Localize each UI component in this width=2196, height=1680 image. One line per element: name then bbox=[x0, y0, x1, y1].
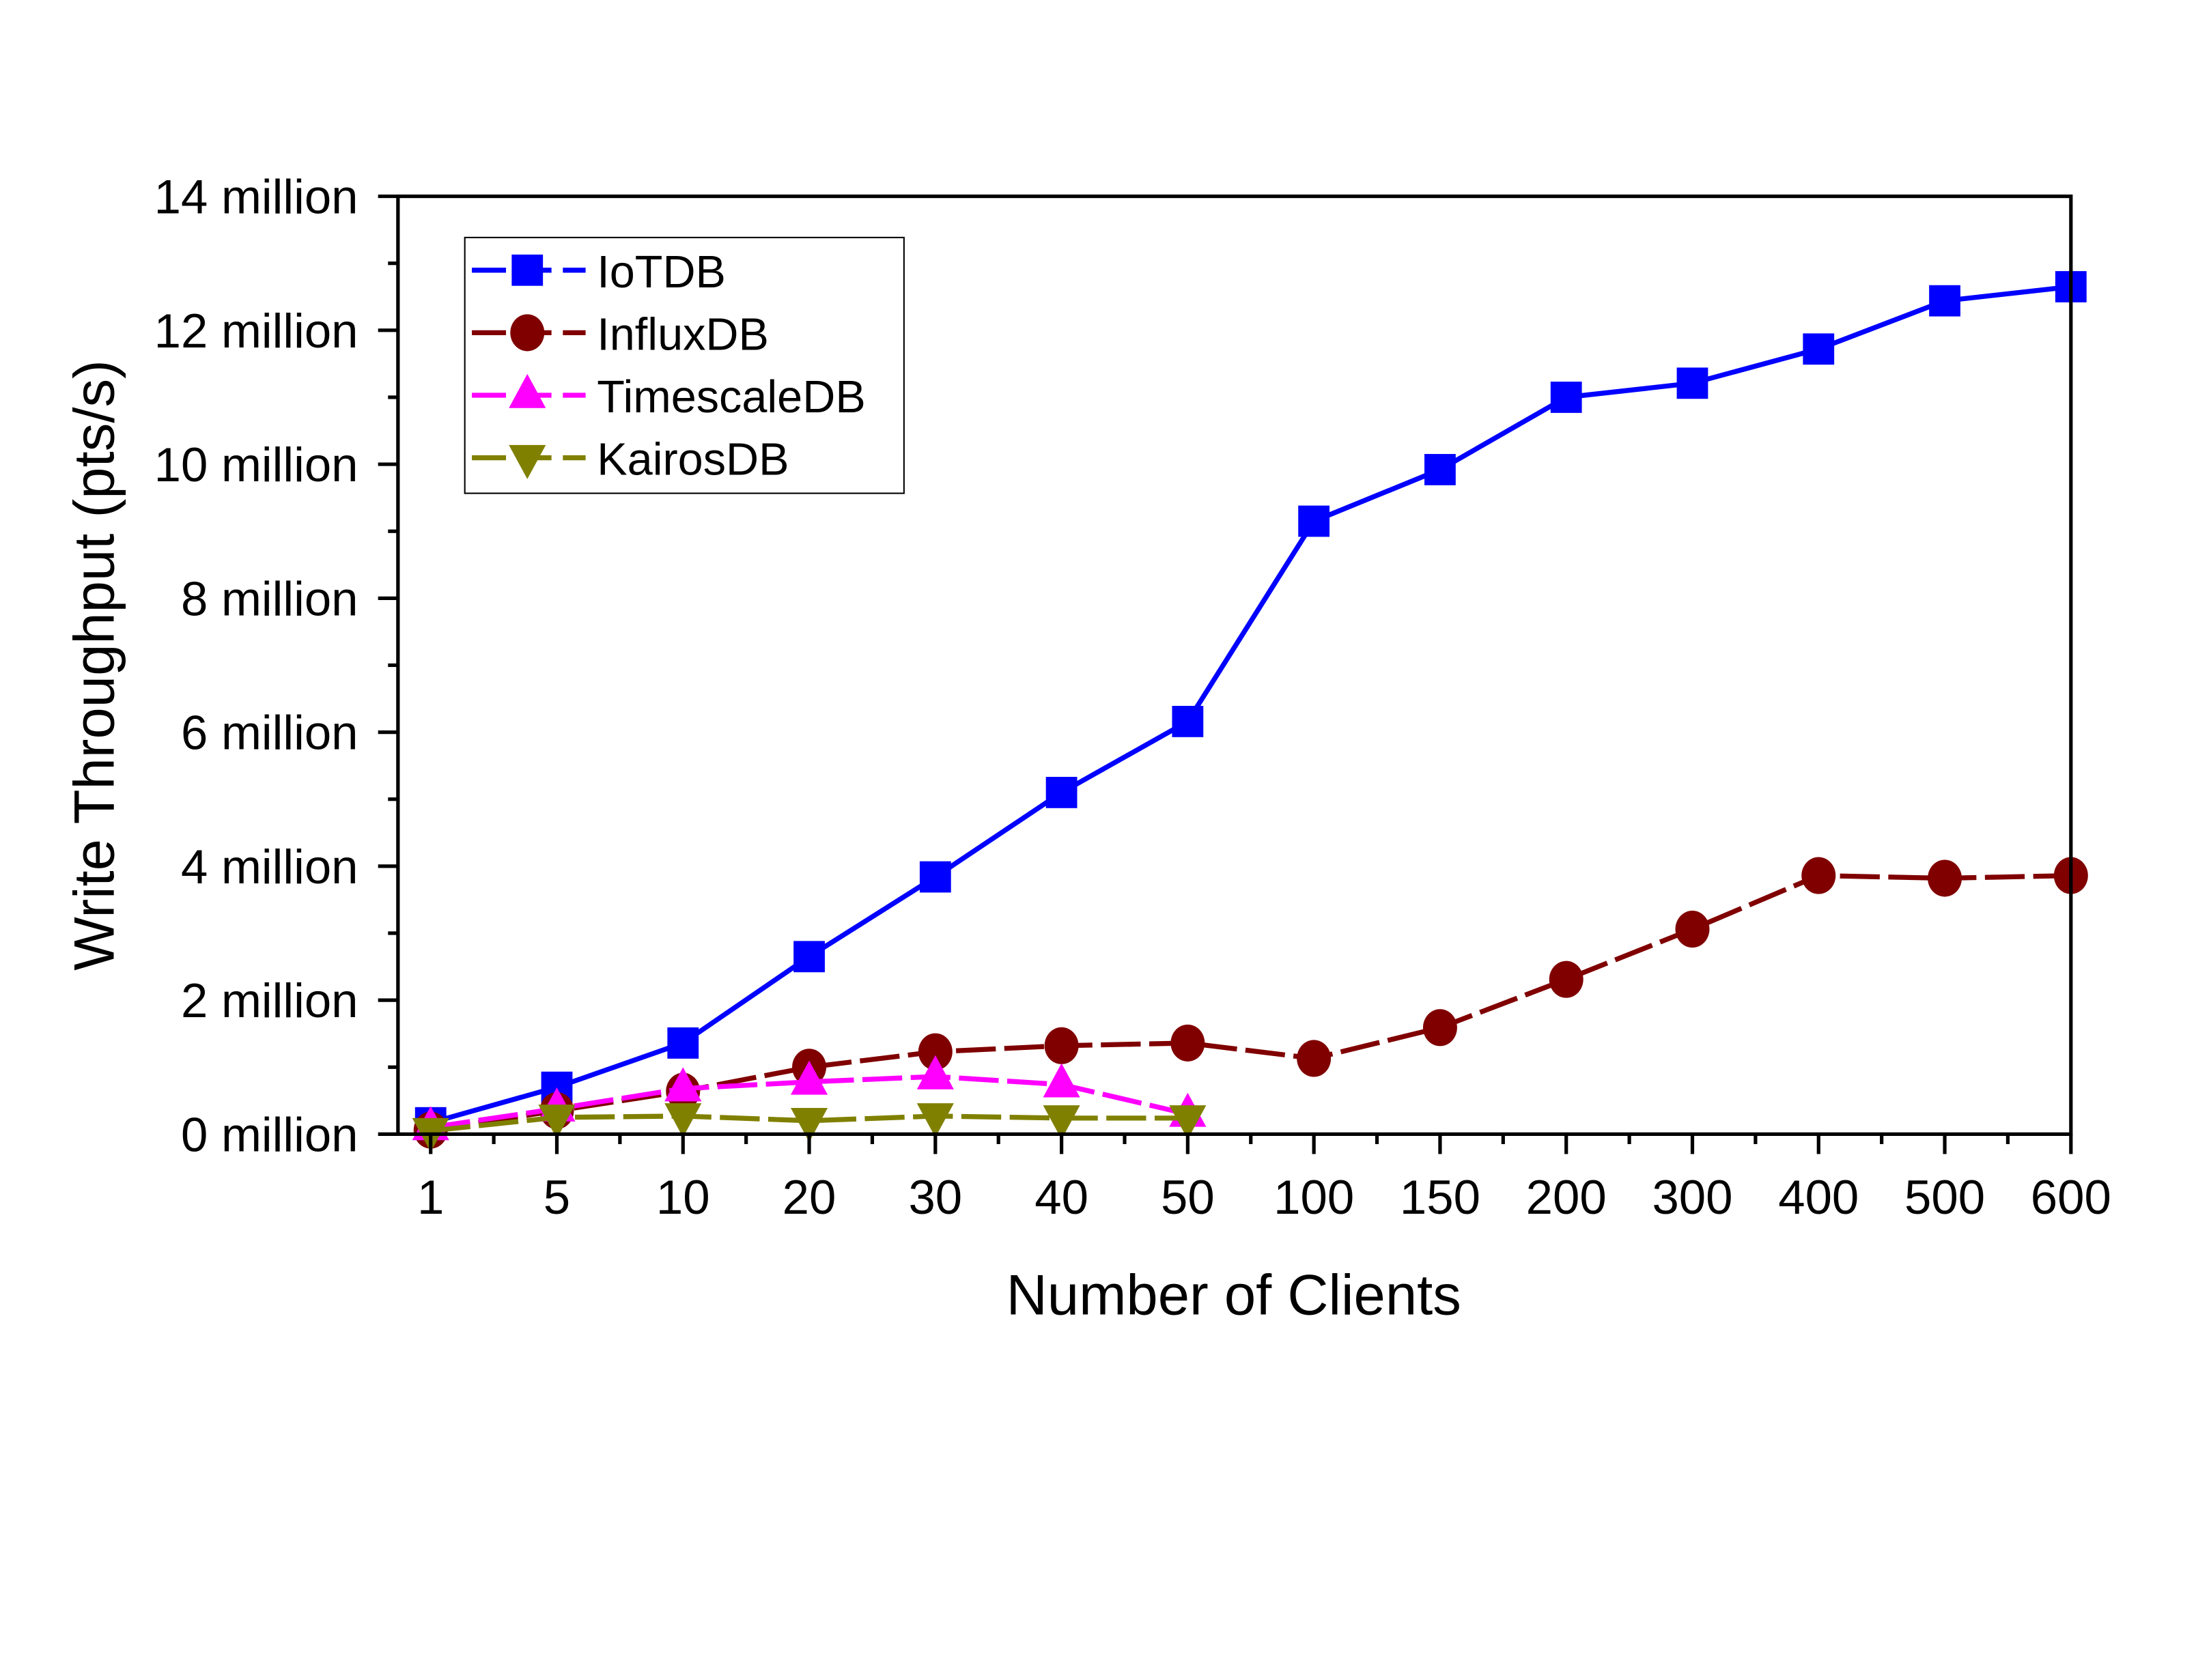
series-kairosdb bbox=[412, 1103, 1207, 1152]
x-tick-label: 600 bbox=[2031, 1170, 2111, 1224]
data-point bbox=[1172, 706, 1204, 737]
series-line bbox=[430, 284, 2072, 1126]
data-point bbox=[1044, 1027, 1079, 1064]
y-tick-label: 12 million bbox=[154, 304, 358, 358]
x-tick-label: 30 bbox=[908, 1170, 962, 1224]
data-point bbox=[1422, 1009, 1457, 1047]
data-point bbox=[1801, 857, 1836, 894]
legend-triangle-up-icon bbox=[509, 373, 546, 408]
data-point bbox=[916, 1103, 954, 1138]
y-tick-label: 4 million bbox=[181, 840, 358, 894]
x-tick-label: 10 bbox=[656, 1170, 710, 1224]
data-point bbox=[1045, 777, 1078, 808]
data-point bbox=[1928, 859, 1962, 897]
data-point bbox=[1297, 1040, 1332, 1077]
data-point bbox=[1043, 1063, 1080, 1098]
data-point bbox=[1929, 285, 1960, 317]
y-axis-label: Write Throughput (pts/s) bbox=[63, 360, 126, 971]
x-axis-label: Number of Clients bbox=[1006, 1264, 1461, 1327]
series-iotdb bbox=[414, 271, 2087, 1139]
data-point bbox=[538, 1105, 576, 1139]
y-tick-label: 14 million bbox=[154, 170, 358, 224]
data-point bbox=[667, 1027, 699, 1059]
y-tick-label: 2 million bbox=[181, 973, 358, 1027]
x-tick-label: 500 bbox=[1904, 1170, 1985, 1224]
data-point bbox=[664, 1067, 702, 1102]
legend-label: InfluxDB bbox=[597, 309, 769, 360]
data-point bbox=[919, 861, 951, 893]
y-tick-label: 8 million bbox=[181, 571, 358, 625]
x-tick-label: 20 bbox=[783, 1170, 836, 1224]
y-tick-label: 0 million bbox=[181, 1107, 358, 1161]
legend-triangle-down-icon bbox=[509, 444, 546, 479]
series-influxdb bbox=[413, 857, 2088, 1149]
data-point bbox=[1169, 1105, 1207, 1140]
legend-circle-icon bbox=[510, 314, 545, 352]
x-tick-label: 400 bbox=[1778, 1170, 1859, 1224]
data-point bbox=[1550, 382, 1582, 413]
legend-square-icon bbox=[511, 254, 544, 286]
legend-label: IoTDB bbox=[597, 247, 726, 298]
data-point bbox=[1043, 1105, 1080, 1140]
data-point bbox=[793, 941, 825, 973]
data-point bbox=[1676, 367, 1708, 399]
data-point bbox=[664, 1103, 702, 1138]
x-tick-label: 300 bbox=[1652, 1170, 1732, 1224]
data-point bbox=[790, 1108, 828, 1142]
data-point bbox=[1675, 911, 1710, 948]
x-tick-label: 200 bbox=[1526, 1170, 1607, 1224]
legend-label: KairosDB bbox=[597, 435, 789, 485]
x-tick-label: 150 bbox=[1400, 1170, 1480, 1224]
x-tick-label: 50 bbox=[1161, 1170, 1215, 1224]
data-point bbox=[918, 1033, 953, 1070]
x-tick-label: 5 bbox=[544, 1170, 570, 1224]
x-tick-label: 40 bbox=[1034, 1170, 1088, 1224]
data-point bbox=[1549, 960, 1583, 998]
x-tick-label: 100 bbox=[1273, 1170, 1354, 1224]
legend-label: TimescaleDB bbox=[597, 372, 865, 423]
y-tick-label: 6 million bbox=[181, 706, 358, 760]
data-point bbox=[1424, 454, 1456, 485]
data-point bbox=[1298, 505, 1330, 537]
y-tick-label: 10 million bbox=[154, 438, 358, 492]
data-point bbox=[916, 1055, 954, 1090]
data-point bbox=[1803, 333, 1835, 365]
data-point bbox=[1170, 1024, 1205, 1062]
x-tick-label: 1 bbox=[417, 1170, 444, 1224]
data-point bbox=[790, 1060, 828, 1095]
legend: IoTDB InfluxDB TimescaleDB KairosDB bbox=[464, 236, 905, 494]
